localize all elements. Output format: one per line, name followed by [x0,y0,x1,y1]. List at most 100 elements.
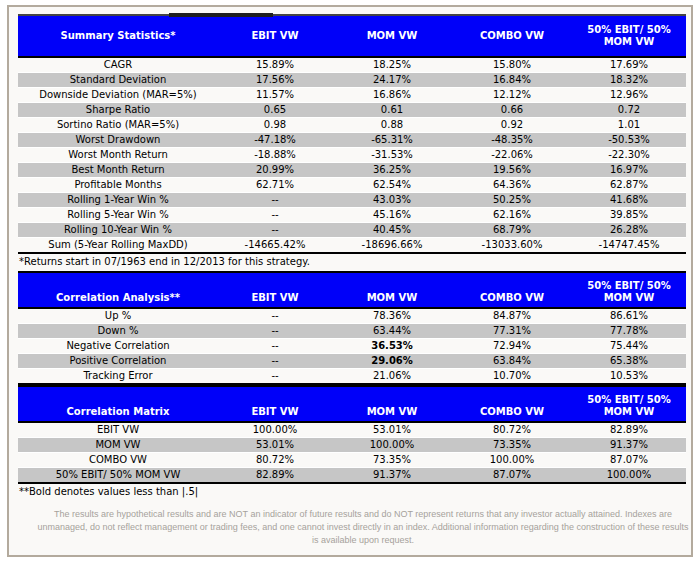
value-cell: -18.88% [218,148,332,163]
table-row: Profitable Months62.71%62.54%64.36%62.87… [18,178,686,193]
value-cell: 72.94% [452,339,572,354]
row-label: Rolling 10-Year Win % [18,223,218,238]
row-label: Standard Deviation [18,73,218,88]
column-header: EBIT VW [218,15,332,57]
column-header: MOM VW [332,386,452,422]
value-cell: -- [218,223,332,238]
value-cell: 82.89% [218,468,332,484]
value-cell: 50.25% [452,193,572,208]
value-cell: 62.87% [572,178,686,193]
row-label: Rolling 1-Year Win % [18,193,218,208]
table-row: Negative Correlation--36.53%72.94%75.44% [18,339,686,354]
table-row: Tracking Error--21.06%10.70%10.53% [18,369,686,385]
column-header: 50% EBIT/ 50% MOM VW [572,15,686,57]
value-cell: -14665.42% [218,238,332,254]
value-cell: 91.37% [572,438,686,453]
column-header: EBIT VW [218,386,332,422]
value-cell: -14747.45% [572,238,686,254]
table-row: COMBO VW80.72%73.35%100.00%87.07% [18,453,686,468]
row-label: Worst Drawdown [18,133,218,148]
table-row: Sortino Ratio (MAR=5%)0.980.880.921.01 [18,118,686,133]
table-row: Worst Drawdown-47.18%-65.31%-48.35%-50.5… [18,133,686,148]
value-cell: 17.56% [218,73,332,88]
value-cell: 0.66 [452,103,572,118]
value-cell: 43.03% [332,193,452,208]
value-cell: -- [218,354,332,369]
value-cell: 15.89% [218,57,332,73]
value-cell: 77.78% [572,324,686,339]
table-row: Positive Correlation--29.06%63.84%65.38% [18,354,686,369]
row-label: CAGR [18,57,218,73]
row-label: EBIT VW [18,422,218,438]
row-label: Best Month Return [18,163,218,178]
report-content: Summary Statistics*EBIT VWMOM VWCOMBO VW… [18,14,686,547]
row-label: MOM VW [18,438,218,453]
column-header: 50% EBIT/ 50% MOM VW [572,272,686,308]
table-title: Correlation Analysis** [18,272,218,308]
disclaimer: The results are hypothetical results and… [18,505,693,547]
value-cell: 53.01% [332,422,452,438]
row-label: Profitable Months [18,178,218,193]
value-cell: 45.16% [332,208,452,223]
value-cell: 84.87% [452,308,572,324]
value-cell: 18.25% [332,57,452,73]
value-cell: -- [218,208,332,223]
row-label: 50% EBIT/ 50% MOM VW [18,468,218,484]
value-cell: 16.97% [572,163,686,178]
value-cell: -- [218,369,332,385]
table-row: MOM VW53.01%100.00%73.35%91.37% [18,438,686,453]
correlation-analysis-table: Correlation Analysis**EBIT VWMOM VWCOMBO… [18,271,686,385]
summary-statistics-table: Summary Statistics*EBIT VWMOM VWCOMBO VW… [18,14,686,254]
table-row: Best Month Return20.99%36.25%19.56%16.97… [18,163,686,178]
table-row: Worst Month Return-18.88%-31.53%-22.06%-… [18,148,686,163]
value-cell: 100.00% [332,438,452,453]
column-header: EBIT VW [218,272,332,308]
value-cell: 63.84% [452,354,572,369]
table-row: Sharpe Ratio0.650.610.660.72 [18,103,686,118]
value-cell: 87.07% [452,468,572,484]
row-label: Downside Deviation (MAR=5%) [18,88,218,103]
value-cell: -22.30% [572,148,686,163]
value-cell: 11.57% [218,88,332,103]
value-cell: 19.56% [452,163,572,178]
column-header: COMBO VW [452,15,572,57]
value-cell: 68.79% [452,223,572,238]
value-cell: 24.17% [332,73,452,88]
value-cell: -47.18% [218,133,332,148]
value-cell: 15.80% [452,57,572,73]
value-cell: -22.06% [452,148,572,163]
row-label: Sharpe Ratio [18,103,218,118]
value-cell: 17.69% [572,57,686,73]
value-cell: 18.32% [572,73,686,88]
table-row: Down %--63.44%77.31%77.78% [18,324,686,339]
row-label: Tracking Error [18,369,218,385]
column-header: COMBO VW [452,386,572,422]
row-label: Sortino Ratio (MAR=5%) [18,118,218,133]
row-label: Positive Correlation [18,354,218,369]
table-row: Downside Deviation (MAR=5%)11.57%16.86%1… [18,88,686,103]
value-cell: 41.68% [572,193,686,208]
top-border-artifact [169,13,273,17]
value-cell: -- [218,324,332,339]
value-cell: 73.35% [332,453,452,468]
table-row: EBIT VW100.00%53.01%80.72%82.89% [18,422,686,438]
value-cell: 0.65 [218,103,332,118]
column-header: 50% EBIT/ 50% MOM VW [572,386,686,422]
table-row: Sum (5-Year Rolling MaxDD)-14665.42%-186… [18,238,686,254]
table-title: Summary Statistics* [18,15,218,57]
value-cell: -- [218,193,332,208]
value-cell: 12.12% [452,88,572,103]
table-row: Rolling 1-Year Win %--43.03%50.25%41.68% [18,193,686,208]
row-label: Negative Correlation [18,339,218,354]
column-header: MOM VW [332,272,452,308]
table-row: 50% EBIT/ 50% MOM VW82.89%91.37%87.07%10… [18,468,686,484]
column-header: MOM VW [332,15,452,57]
row-label: Up % [18,308,218,324]
value-cell: 100.00% [218,422,332,438]
value-cell: -48.35% [452,133,572,148]
row-label: Worst Month Return [18,148,218,163]
value-cell: -18696.66% [332,238,452,254]
value-cell: 77.31% [452,324,572,339]
value-cell: 62.16% [452,208,572,223]
value-cell: 10.53% [572,369,686,385]
